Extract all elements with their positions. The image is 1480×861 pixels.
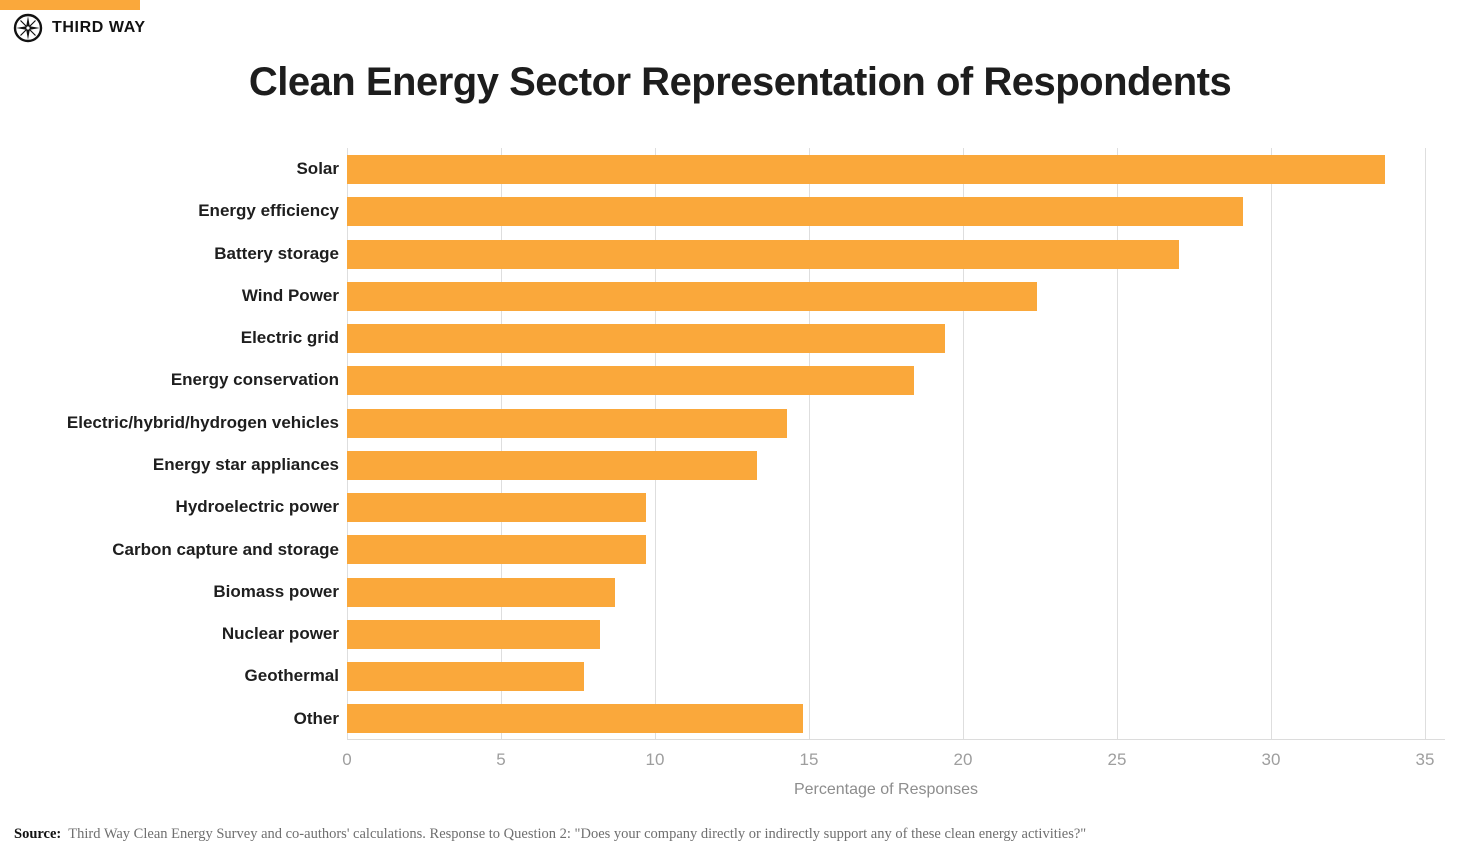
- bar-energy-efficiency: [347, 197, 1244, 227]
- gridline-25: [1117, 148, 1118, 739]
- bar-battery-storage: [347, 239, 1179, 269]
- category-label: Energy efficiency: [198, 201, 339, 221]
- x-tick-30: 30: [1261, 750, 1281, 769]
- bar-row: Electric grid: [241, 317, 1445, 359]
- bar-biomass-power: [347, 577, 615, 607]
- bar-row: Energy star appliances: [153, 444, 1445, 486]
- bar-electric-hybrid-hydrogen-vehicles: [347, 408, 788, 438]
- x-tick-35: 35: [1415, 750, 1435, 769]
- bar-hydroelectric-power: [347, 493, 646, 523]
- bar-row: Nuclear power: [222, 613, 1445, 655]
- brand-name: THIRD WAY: [52, 19, 146, 36]
- category-label: Biomass power: [213, 581, 339, 601]
- bar-nuclear-power: [347, 619, 600, 649]
- category-label: Hydroelectric power: [175, 497, 339, 517]
- x-axis-ticks: 0 5 10 15 20 25 30 35: [342, 750, 1445, 770]
- bar-other: [347, 704, 803, 734]
- bar-row: Biomass power: [213, 571, 1445, 613]
- bar-row: Hydroelectric power: [176, 486, 1445, 528]
- bar-row: Other: [294, 697, 1445, 739]
- compass-star-icon: [13, 13, 43, 43]
- gridline-30: [1271, 148, 1272, 739]
- page-title: Clean Energy Sector Representation of Re…: [248, 60, 1232, 104]
- category-label: Nuclear power: [221, 624, 339, 644]
- brand-accent-bar: [0, 0, 140, 10]
- bar-energy-star-appliances: [347, 450, 757, 480]
- bar-electric-grid: [347, 324, 945, 354]
- x-tick-10: 10: [645, 750, 665, 769]
- x-tick-15: 15: [799, 750, 819, 769]
- source-text: Third Way Clean Energy Survey and co-aut…: [68, 826, 1087, 842]
- third-way-logo: THIRD WAY: [13, 13, 146, 43]
- bar-energy-conservation: [347, 366, 914, 396]
- bar-row: Energy efficiency: [198, 190, 1445, 232]
- bar-carbon-capture-and-storage: [347, 535, 646, 565]
- category-label: Battery storage: [214, 243, 339, 263]
- category-label: Energy conservation: [170, 370, 339, 390]
- category-label: Electric/hybrid/hydrogen vehicles: [66, 412, 339, 432]
- bar-row: Wind Power: [242, 275, 1445, 317]
- bar-row: Energy conservation: [171, 359, 1445, 401]
- gridline-10: [655, 148, 656, 739]
- gridline-35: [1425, 148, 1426, 739]
- category-label: Wind Power: [241, 285, 339, 305]
- bar-wind-power: [347, 281, 1037, 311]
- bar-row: Electric/hybrid/hydrogen vehicles: [67, 402, 1445, 444]
- category-label: Carbon capture and storage: [112, 539, 339, 559]
- plot-area: Solar Energy efficiency Battery storage Win…: [67, 148, 1445, 740]
- bar-geothermal: [347, 662, 585, 692]
- x-tick-20: 20: [953, 750, 973, 769]
- category-label: Electric grid: [240, 328, 339, 348]
- x-tick-25: 25: [1107, 750, 1127, 769]
- bar-row: Solar: [296, 148, 1445, 190]
- x-axis-label: Percentage of Responses: [793, 781, 979, 798]
- gridline-0: [347, 148, 348, 739]
- source-note: Source: Third Way Clean Energy Survey and…: [14, 826, 1086, 843]
- gridline-15: [809, 148, 810, 739]
- bar-solar: [347, 155, 1385, 184]
- source-label: Source:: [14, 826, 62, 842]
- gridline-5: [501, 148, 502, 739]
- category-label: Other: [293, 708, 339, 728]
- category-label: Solar: [296, 159, 339, 179]
- category-label: Geothermal: [244, 666, 339, 686]
- bar-row: Carbon capture and storage: [112, 528, 1445, 570]
- x-tick-0: 0: [342, 750, 352, 769]
- bar-row: Battery storage: [214, 233, 1445, 275]
- bar-row: Geothermal: [245, 655, 1445, 697]
- gridline-20: [963, 148, 964, 739]
- category-label: Energy star appliances: [152, 454, 339, 474]
- x-tick-5: 5: [496, 750, 506, 769]
